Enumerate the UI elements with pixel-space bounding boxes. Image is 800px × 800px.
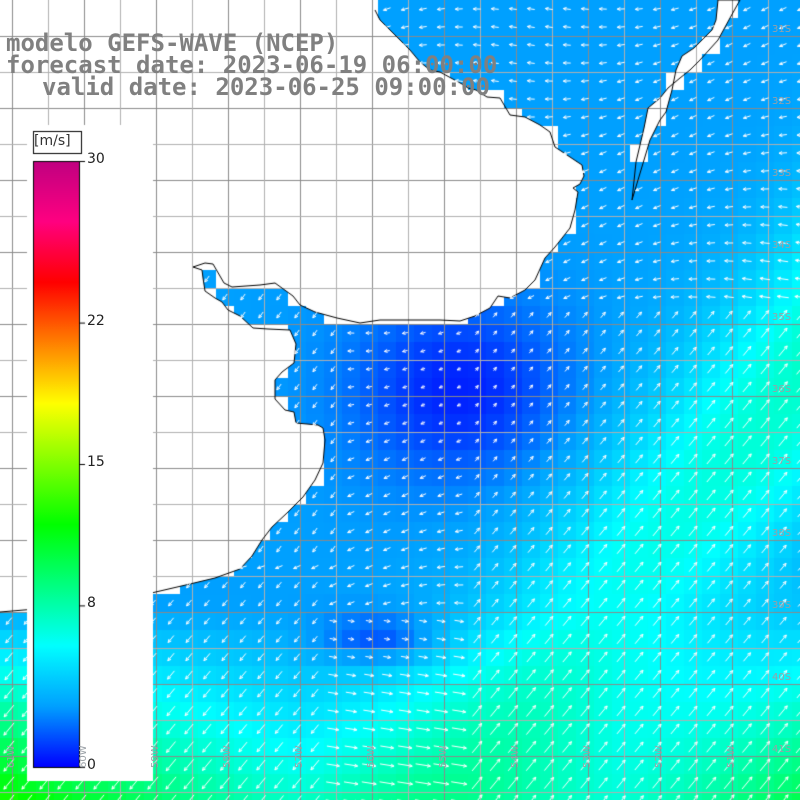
latitude-label: 36S — [772, 384, 792, 395]
longitude-label: 51W — [726, 745, 737, 768]
longitude-label: 53W — [582, 745, 593, 768]
latitude-label: 39S — [772, 600, 792, 611]
latitude-label: 35S — [772, 312, 792, 323]
colorbar-tick-label: 0 — [87, 757, 96, 773]
colorbar-unit: [m/s] — [34, 133, 71, 149]
latitude-label: 41S — [772, 744, 792, 755]
colorbar-tick-label: 30 — [87, 151, 105, 167]
forecast-date: forecast date: 2023-06-19 06:00:00 — [6, 51, 498, 79]
colorbar-tick-label: 22 — [87, 312, 105, 329]
latitude-label: 34S — [772, 240, 792, 251]
model-title: modelo GEFS-WAVE (NCEP) — [6, 29, 339, 57]
colorbar-tick-label: 15 — [87, 454, 105, 470]
longitude-label: 57W — [294, 745, 305, 768]
longitude-label: 56W — [366, 745, 377, 768]
longitude-label: 61W — [6, 745, 17, 768]
colorbar-tick-label: 8 — [87, 595, 96, 612]
latitude-label: 33S — [772, 168, 792, 179]
latitude-label: 37S — [772, 456, 792, 467]
longitude-label: 54W — [510, 745, 521, 768]
longitude-label: 60W — [78, 745, 89, 768]
latitude-label: 38S — [772, 528, 792, 539]
longitude-label: 55W — [438, 745, 449, 768]
longitude-label: 52W — [654, 745, 665, 768]
latitude-label: 40S — [772, 672, 792, 683]
longitude-label: 59W — [150, 745, 161, 768]
longitude-label: 58W — [222, 745, 233, 768]
valid-date: valid date: 2023-06-25 09:00:00 — [42, 73, 490, 101]
latitude-label: 32S — [772, 96, 792, 107]
latitude-label: 31S — [772, 24, 792, 35]
